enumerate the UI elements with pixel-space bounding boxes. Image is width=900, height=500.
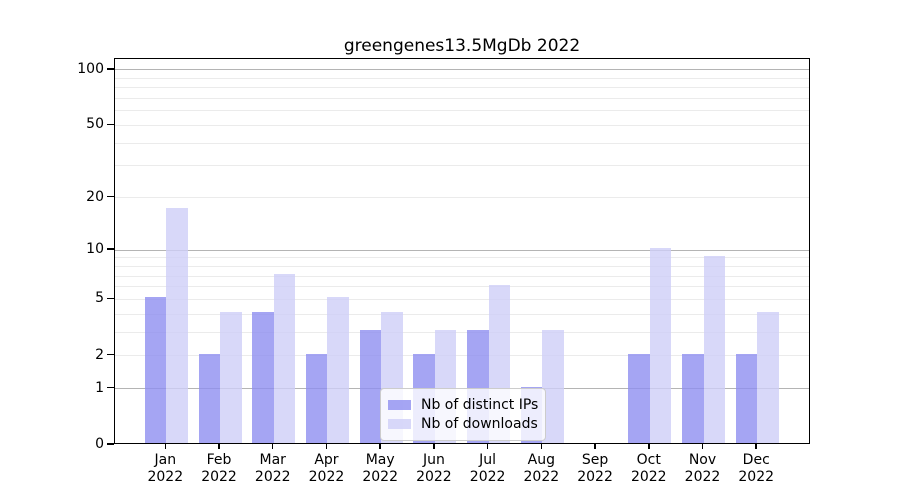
bar-downloads (166, 208, 188, 443)
bar-distinct-ips (144, 297, 167, 443)
bar-distinct-ips (252, 312, 274, 443)
x-tick-mark (648, 444, 650, 449)
minor-gridline (115, 265, 809, 267)
legend-label-distinct-ips: Nb of distinct IPs (421, 397, 539, 413)
legend-label-downloads: Nb of downloads (421, 416, 538, 432)
x-tick-label: Jul 2022 (469, 452, 506, 485)
x-tick-mark (325, 444, 328, 449)
minor-gridline (115, 87, 809, 89)
major-gridline (115, 69, 809, 71)
x-tick-mark (271, 444, 274, 449)
x-tick-label: Oct 2022 (630, 452, 667, 485)
bar-distinct-ips (198, 353, 221, 443)
bar-downloads (757, 312, 779, 443)
y-tick-label: 0 (95, 436, 104, 452)
minor-gridline (115, 355, 809, 357)
minor-gridline (115, 165, 809, 167)
bar-downloads (220, 312, 242, 443)
minor-gridline (115, 197, 809, 199)
bar-downloads (649, 248, 672, 443)
y-tick-label: 20 (86, 188, 104, 205)
minor-gridline (115, 124, 809, 126)
minor-gridline (115, 257, 809, 259)
legend-entry-downloads: Nb of downloads (388, 415, 538, 433)
chart-title: greengenes13.5MgDb 2022 (343, 36, 581, 56)
x-tick-label: Dec 2022 (738, 452, 775, 485)
x-tick-label: Apr 2022 (308, 452, 345, 485)
x-tick-label: Jan 2022 (147, 452, 184, 485)
y-tick-label: 2 (95, 346, 104, 363)
x-tick-mark (164, 444, 167, 449)
x-tick-label: Feb 2022 (201, 452, 237, 485)
y-tick-label: 100 (77, 60, 104, 77)
x-tick-label: Sep 2022 (577, 452, 613, 485)
x-tick-mark (433, 444, 435, 449)
x-tick-label: May 2022 (362, 452, 398, 485)
legend-entry-distinct-ips: Nb of distinct IPs (388, 396, 539, 414)
legend-swatch-distinct-ips (388, 400, 411, 410)
x-tick-label: Nov 2022 (684, 452, 721, 485)
y-tick-label: 1 (95, 379, 104, 396)
y-tick-mark (107, 248, 114, 250)
x-tick-mark (755, 444, 757, 449)
y-tick-mark (107, 297, 114, 300)
bar-downloads (703, 255, 725, 443)
x-tick-mark (218, 444, 220, 449)
bar-distinct-ips (359, 330, 382, 443)
x-tick-mark (701, 444, 704, 449)
minor-gridline (115, 142, 809, 144)
x-tick-mark (379, 444, 381, 449)
bar-distinct-ips (628, 353, 650, 443)
minor-gridline (115, 275, 809, 277)
x-tick-label: Mar 2022 (254, 452, 291, 485)
minor-gridline (115, 298, 809, 300)
x-tick-mark (486, 444, 489, 449)
plot-area: Nb of distinct IPs Nb of downloads (114, 58, 810, 444)
minor-gridline (115, 313, 809, 315)
major-gridline (115, 249, 809, 251)
bar-downloads (273, 274, 296, 443)
x-tick-label: Jun 2022 (416, 452, 452, 485)
x-tick-mark (540, 444, 543, 449)
bar-distinct-ips (682, 353, 704, 443)
minor-gridline (115, 110, 809, 112)
y-tick-mark (107, 353, 114, 356)
legend: Nb of distinct IPs Nb of downloads (380, 388, 546, 441)
y-tick-mark (107, 195, 114, 198)
y-tick-mark (107, 123, 114, 126)
y-tick-mark (107, 443, 114, 445)
bar-downloads (327, 297, 349, 443)
y-tick-mark (107, 68, 114, 70)
minor-gridline (115, 286, 809, 288)
y-tick-mark (107, 386, 114, 389)
x-tick-label: Aug 2022 (523, 452, 560, 485)
minor-gridline (115, 98, 809, 100)
x-tick-mark (594, 444, 596, 449)
legend-swatch-downloads (388, 419, 411, 429)
bar-downloads (542, 330, 564, 443)
minor-gridline (115, 77, 809, 79)
minor-gridline (115, 331, 809, 333)
y-tick-label: 5 (95, 290, 104, 307)
y-tick-label: 10 (86, 241, 104, 258)
bar-distinct-ips (305, 353, 328, 443)
y-tick-label: 50 (86, 116, 104, 133)
bar-distinct-ips (735, 353, 758, 443)
